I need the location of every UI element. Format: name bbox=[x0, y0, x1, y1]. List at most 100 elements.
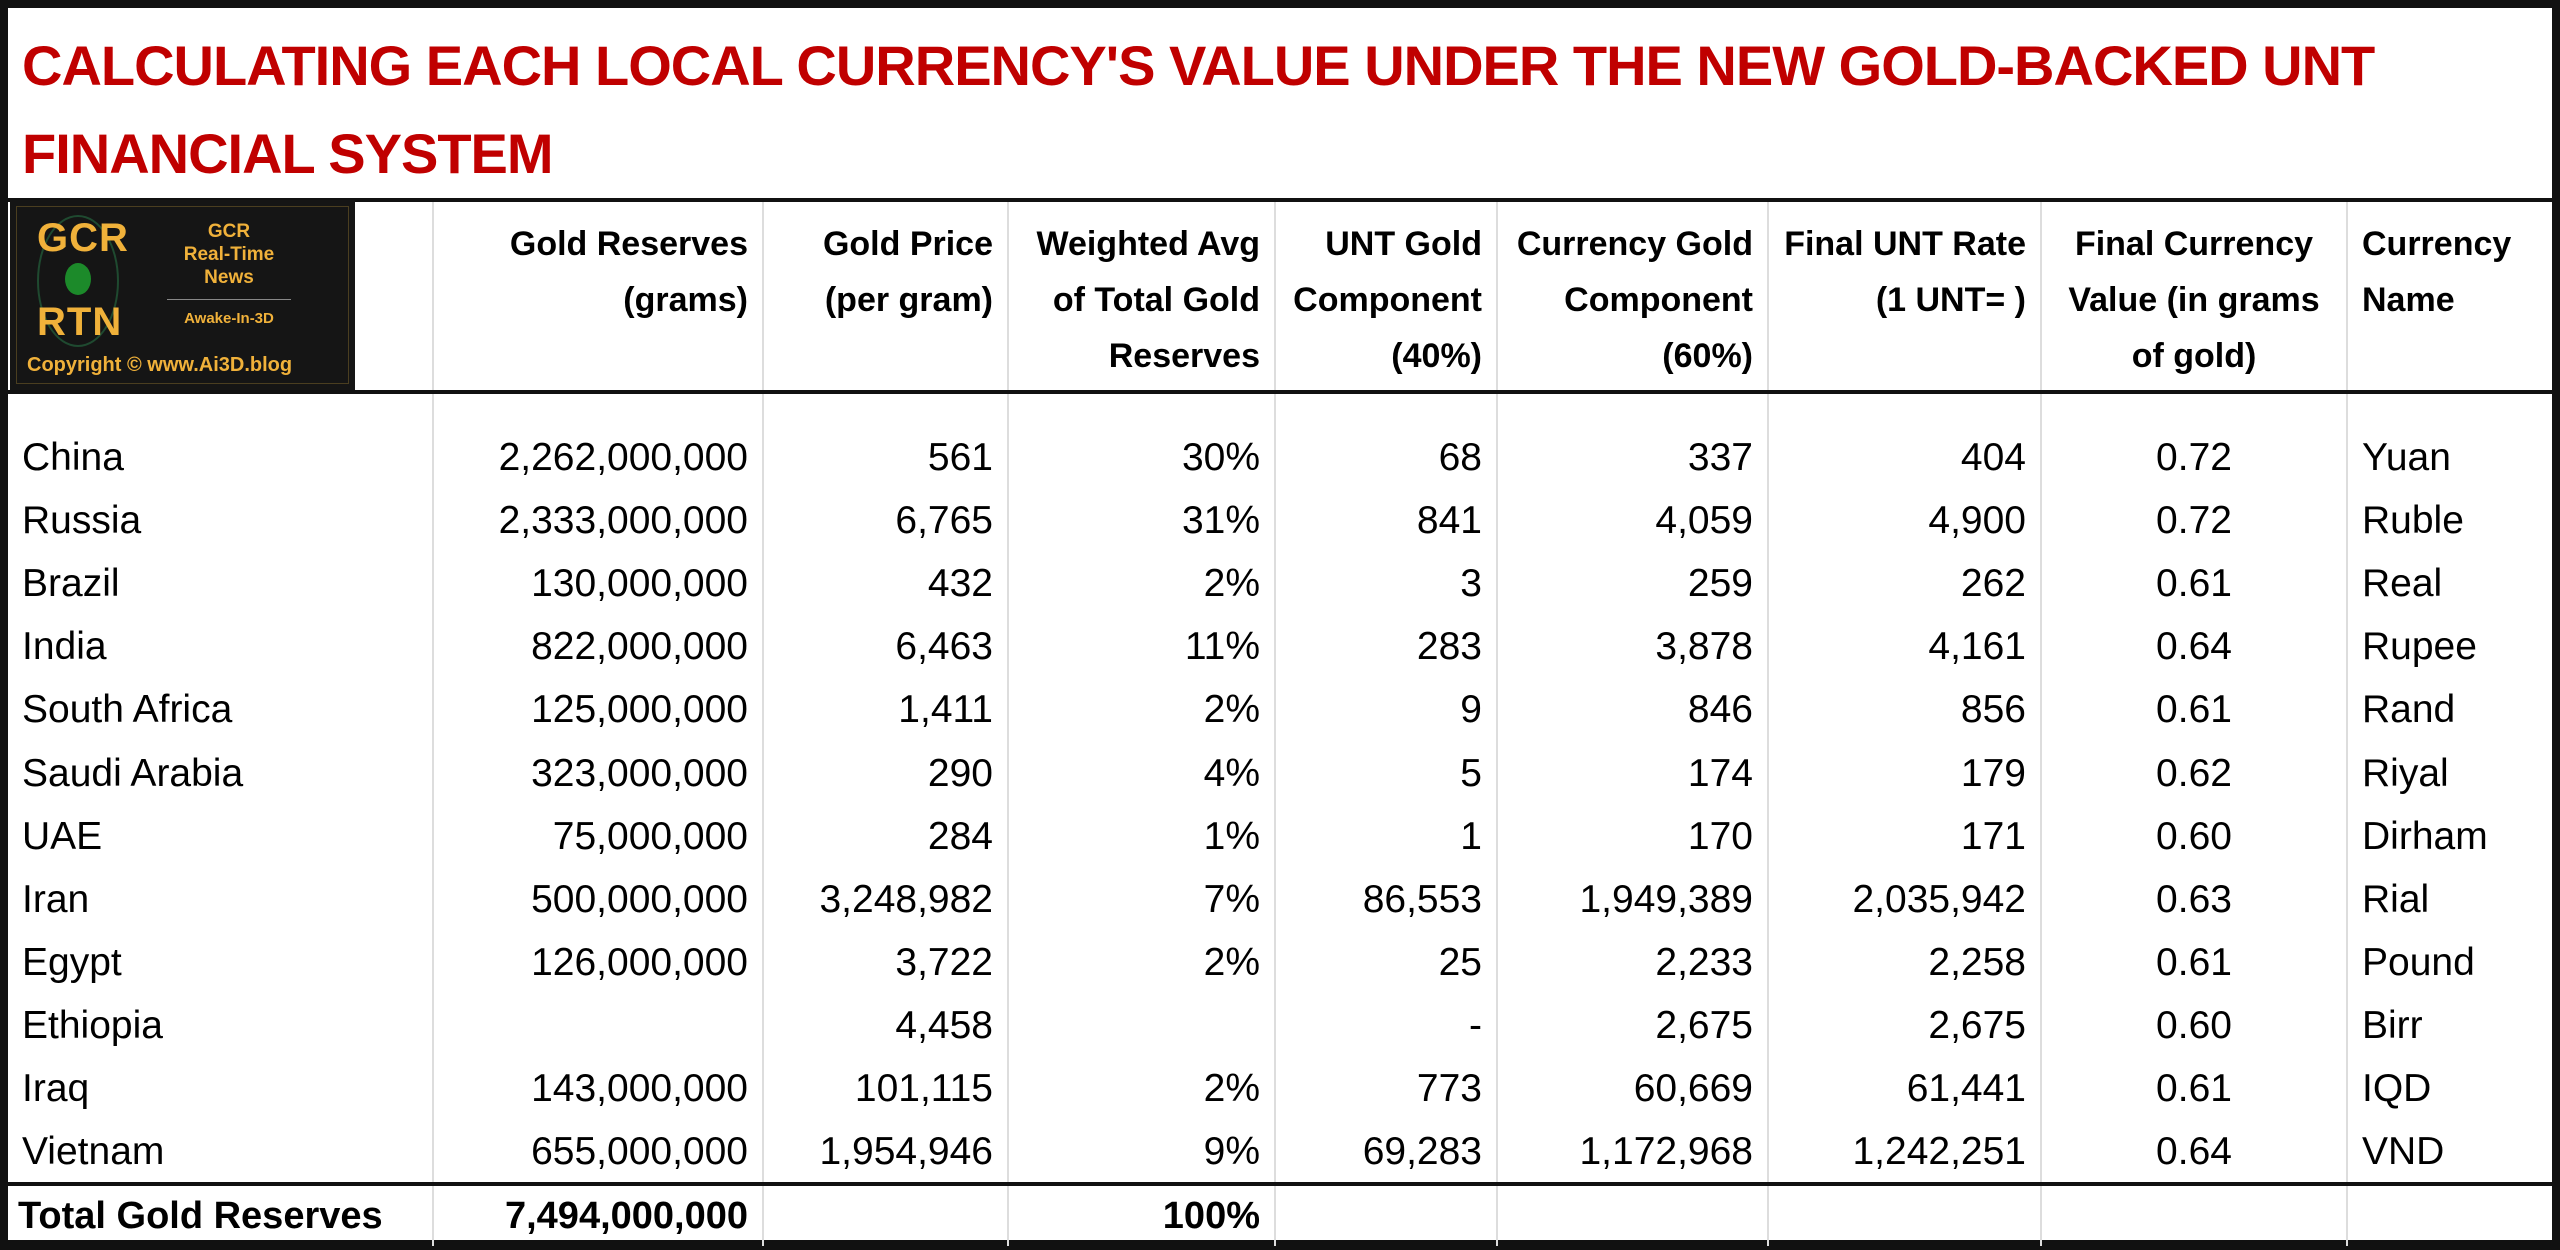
table-cell: 9% bbox=[1007, 1121, 1275, 1185]
table-cell bbox=[432, 994, 763, 1058]
page-title: CALCULATING EACH LOCAL CURRENCY'S VALUE … bbox=[22, 34, 2375, 185]
table-cell: 0.61 bbox=[2040, 931, 2347, 995]
table-cell: Egypt bbox=[22, 941, 122, 985]
table-cell: 2,333,000,000 bbox=[432, 489, 763, 553]
table-cell: 2% bbox=[1007, 1057, 1275, 1122]
table-cell: 1,172,968 bbox=[1496, 1121, 1768, 1185]
table-row: Saudi Arabia 323,000,000 290 4% 5 174 179 0.62 R… bbox=[8, 741, 2552, 806]
table-cell: 404 bbox=[1767, 426, 2041, 490]
table-cell: 1 bbox=[1274, 805, 1497, 869]
table-cell: 4,900 bbox=[1767, 489, 2041, 553]
table-cell: 290 bbox=[762, 741, 1008, 806]
logo-line3: News bbox=[204, 267, 254, 288]
table-cell: Vietnam bbox=[22, 1129, 165, 1173]
table-cell: 60,669 bbox=[1496, 1057, 1768, 1122]
table-row: Brazil 130,000,000 432 2% 3 259 262 0.61 Real bbox=[8, 552, 2552, 616]
table-cell: 25 bbox=[1274, 931, 1497, 995]
column-header: Final Currency Value (in grams of gold) bbox=[2040, 198, 2347, 394]
table-cell: 2% bbox=[1007, 931, 1275, 995]
table-cell: 170 bbox=[1496, 805, 1768, 869]
table-cell: 75,000,000 bbox=[432, 805, 763, 869]
table-cell: 1,954,946 bbox=[762, 1121, 1008, 1185]
table-cell: 4,059 bbox=[1496, 489, 1768, 553]
logo-copyright: Copyright © www.Ai3D.blog bbox=[27, 354, 293, 376]
table-cell: 143,000,000 bbox=[432, 1057, 763, 1122]
table-cell: 2,233 bbox=[1496, 931, 1768, 995]
table-cell: 68 bbox=[1274, 426, 1497, 490]
table-cell: Ethiopia bbox=[22, 1004, 163, 1048]
table-cell: 1,411 bbox=[762, 678, 1008, 742]
table-cell: 6,463 bbox=[762, 615, 1008, 679]
table-cell: Russia bbox=[22, 498, 142, 542]
table-cell: 2,035,942 bbox=[1767, 868, 2041, 932]
gcr-rtn-logo: GCR RTN GCR Real-Time News Awake-In-3D C… bbox=[10, 200, 355, 390]
table-cell: 3 bbox=[1274, 552, 1497, 616]
table-cell: 30% bbox=[1007, 426, 1275, 490]
table-cell: 2,258 bbox=[1767, 931, 2041, 995]
table-cell: Pound bbox=[2346, 931, 2552, 995]
table-cell: 3,722 bbox=[762, 931, 1008, 995]
table-cell: 6,765 bbox=[762, 489, 1008, 553]
table-cell: 2,262,000,000 bbox=[432, 426, 763, 490]
table-cell: 841 bbox=[1274, 489, 1497, 553]
table-cell: 179 bbox=[1767, 741, 2041, 806]
table-row: Vietnam 655,000,000 1,954,946 9% 69,283 1,172… bbox=[8, 1121, 2552, 1185]
table-cell: Riyal bbox=[2346, 741, 2552, 806]
table-cell: 5 bbox=[1274, 741, 1497, 806]
column-header: Currency Name bbox=[2346, 198, 2552, 394]
column-header: Final UNT Rate (1 UNT= ) bbox=[1767, 198, 2041, 394]
column-header: Gold Reserves (grams) bbox=[432, 198, 763, 394]
table-cell: 0.60 bbox=[2040, 994, 2347, 1058]
table-cell: - bbox=[1274, 994, 1497, 1058]
column-header: UNT Gold Component (40%) bbox=[1274, 198, 1497, 394]
table-cell: 11% bbox=[1007, 615, 1275, 679]
table-cell: IQD bbox=[2346, 1057, 2552, 1122]
table-cell: 31% bbox=[1007, 489, 1275, 553]
column-header: Gold Price (per gram) bbox=[762, 198, 1008, 394]
table-cell: 3,248,982 bbox=[762, 868, 1008, 932]
table-row: Egypt 126,000,000 3,722 2% 25 2,233 2,258 0.61 P… bbox=[8, 931, 2552, 995]
table-cell: Saudi Arabia bbox=[22, 751, 244, 795]
table-cell: 822,000,000 bbox=[432, 615, 763, 679]
logo-line2: Real-Time bbox=[183, 244, 275, 265]
table-cell: 126,000,000 bbox=[432, 931, 763, 995]
table-cell: 0.62 bbox=[2040, 741, 2347, 806]
table-cell: 0.64 bbox=[2040, 1121, 2347, 1185]
table-cell: 130,000,000 bbox=[432, 552, 763, 616]
table-cell: 69,283 bbox=[1274, 1121, 1497, 1185]
table-cell: 283 bbox=[1274, 615, 1497, 679]
table-cell: Dirham bbox=[2346, 805, 2552, 869]
table-cell: 856 bbox=[1767, 678, 2041, 742]
column-header: Currency Gold Component (60%) bbox=[1496, 198, 1768, 394]
logo-rtn: RTN bbox=[37, 300, 123, 344]
table-cell: 1,242,251 bbox=[1767, 1121, 2041, 1185]
table-cell: 4,161 bbox=[1767, 615, 2041, 679]
table-cell: 432 bbox=[762, 552, 1008, 616]
table-cell: 3,878 bbox=[1496, 615, 1768, 679]
table-row: China 2,262,000,000 561 30% 68 337 404 0.72 Yuan bbox=[8, 426, 2552, 490]
table-cell: 171 bbox=[1767, 805, 2041, 869]
table-cell: South Africa bbox=[22, 688, 233, 732]
table-cell: 0.72 bbox=[2040, 426, 2347, 490]
table-cell: 773 bbox=[1274, 1057, 1497, 1122]
logo-gcr: GCR bbox=[37, 216, 129, 260]
table-cell: Iran bbox=[22, 877, 90, 921]
table-row: India 822,000,000 6,463 11% 283 3,878 4,161 0.6… bbox=[8, 615, 2552, 679]
table-cell: 2% bbox=[1007, 552, 1275, 616]
table-cell: 259 bbox=[1496, 552, 1768, 616]
table-cell: Birr bbox=[2346, 994, 2552, 1058]
table-cell: 0.63 bbox=[2040, 868, 2347, 932]
table-cell: China bbox=[22, 435, 124, 479]
total-reserves: 7,494,000,000 bbox=[432, 1182, 763, 1250]
table-cell: Brazil bbox=[22, 561, 120, 605]
table-cell: Iraq bbox=[22, 1067, 90, 1111]
table-row: Ethiopia 4,458-2,675 2,675 0.60 Birr bbox=[8, 994, 2552, 1058]
table-cell: Rupee bbox=[2346, 615, 2552, 679]
table-cell: 500,000,000 bbox=[432, 868, 763, 932]
column-header: Weighted Avg of Total Gold Reserves bbox=[1007, 198, 1275, 394]
table-cell: 0.61 bbox=[2040, 678, 2347, 742]
table-cell: VND bbox=[2346, 1121, 2552, 1185]
table-cell: 323,000,000 bbox=[432, 741, 763, 806]
table-cell: Rial bbox=[2346, 868, 2552, 932]
table-row: South Africa 125,000,000 1,411 2% 9 846 856 0.6… bbox=[8, 678, 2552, 742]
